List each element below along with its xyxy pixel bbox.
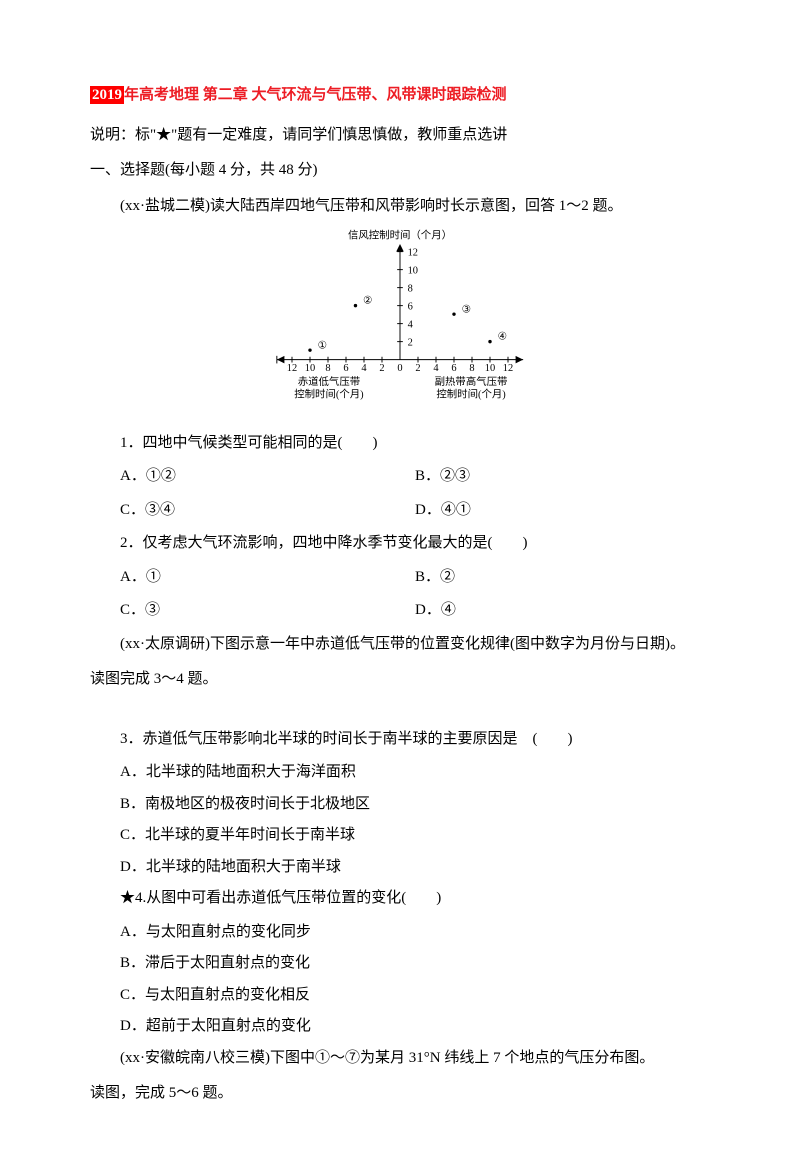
q4-opt-d: D．超前于太阳直射点的变化	[90, 1011, 710, 1043]
q1-opt-d: D．④①	[415, 495, 710, 527]
ytick-2-label: 2	[408, 337, 413, 348]
q2-options-row1: A．① B．②	[120, 562, 710, 594]
xlt-2-l: 2	[379, 363, 384, 374]
chart-figure: 信风控制时间（个月） 2 4 6 8 10 12 0 2 4 6 8 10 12…	[240, 227, 560, 420]
xrt-2-l: 2	[415, 363, 420, 374]
passage-2-line1: (xx·太原调研)下图示意一年中赤道低气压带的位置变化规律(图中数字为月份与日期…	[90, 629, 710, 661]
q3-opt-c: C．北半球的夏半年时间长于南半球	[90, 820, 710, 852]
q4-opt-a: A．与太阳直射点的变化同步	[90, 917, 710, 949]
xrt-10-l: 10	[485, 363, 495, 374]
page-title: 2019年高考地理 第二章 大气环流与气压带、风带课时跟踪检测	[90, 80, 710, 112]
xrt-4-l: 4	[433, 363, 439, 374]
ytick-8-label: 8	[408, 283, 413, 294]
q1-stem: 1．四地中气候类型可能相同的是( )	[90, 428, 710, 460]
ytick-4-label: 4	[408, 319, 414, 330]
xlt-10-l: 10	[305, 363, 315, 374]
q1-opt-c: C．③④	[120, 495, 415, 527]
arrow-right	[516, 356, 524, 364]
q1-opt-b: B．②③	[415, 461, 710, 493]
q4-opt-c: C．与太阳直射点的变化相反	[90, 980, 710, 1012]
xlt-4-l: 4	[361, 363, 367, 374]
point-4-label: ④	[498, 332, 507, 343]
xlt-6-l: 6	[343, 363, 348, 374]
passage-3-line2: 读图，完成 5～6 题。	[90, 1078, 710, 1110]
q2-opt-c: C．③	[120, 595, 415, 627]
ytick-10-label: 10	[408, 265, 418, 276]
title-year: 2019	[92, 87, 122, 103]
x-right-label2: 控制时间(个月)	[436, 388, 506, 401]
point-3	[452, 312, 455, 315]
xlt-8-l: 8	[325, 363, 330, 374]
q3-opt-b: B．南极地区的极夜时间长于北极地区	[90, 789, 710, 821]
point-1	[308, 348, 311, 351]
xrt-8-l: 8	[469, 363, 474, 374]
point-3-label: ③	[462, 304, 471, 315]
q3-stem: 3．赤道低气压带影响北半球的时间长于南半球的主要原因是 ( )	[90, 724, 710, 756]
point-1-label: ①	[318, 340, 327, 351]
xrt-6-l: 6	[451, 363, 456, 374]
q4-opt-b: B．滞后于太阳直射点的变化	[90, 948, 710, 980]
q2-options-row2: C．③ D．④	[120, 595, 710, 627]
q3-opt-a: A．北半球的陆地面积大于海洋面积	[90, 757, 710, 789]
chart-y-title: 信风控制时间（个月）	[348, 228, 452, 241]
point-2	[354, 304, 357, 307]
q2-opt-a: A．①	[120, 562, 415, 594]
instruction-text: 说明：标"★"题有一定难度，请同学们慎思慎做，教师重点选讲	[90, 120, 710, 152]
x-center: 0	[397, 363, 402, 374]
point-4	[488, 340, 491, 343]
q4-stem: ★4.从图中可看出赤道低气压带位置的变化( )	[90, 883, 710, 915]
q3-opt-d: D．北半球的陆地面积大于南半球	[90, 852, 710, 884]
q1-options-row1: A．①② B．②③	[120, 461, 710, 493]
q2-opt-d: D．④	[415, 595, 710, 627]
blank-space	[90, 696, 710, 724]
ytick-6-label: 6	[408, 301, 413, 312]
chart-svg: 信风控制时间（个月） 2 4 6 8 10 12 0 2 4 6 8 10 12…	[240, 227, 560, 407]
title-rest: 年高考地理 第二章 大气环流与气压带、风带课时跟踪检测	[124, 87, 507, 103]
q1-opt-a: A．①②	[120, 461, 415, 493]
xrt-12-l: 12	[503, 363, 513, 374]
xlt-12-l: 12	[287, 363, 297, 374]
title-year-highlight: 2019	[90, 86, 124, 104]
ytick-12-label: 12	[408, 247, 418, 258]
section-heading: 一、选择题(每小题 4 分，共 48 分)	[90, 155, 710, 187]
q1-options-row2: C．③④ D．④①	[120, 495, 710, 527]
passage-3-line1: (xx·安徽皖南八校三模)下图中①～⑦为某月 31°N 纬线上 7 个地点的气压…	[90, 1043, 710, 1075]
passage-1: (xx·盐城二模)读大陆西岸四地气压带和风带影响时长示意图，回答 1～2 题。	[90, 191, 710, 223]
arrow-up	[396, 244, 404, 252]
point-2-label: ②	[363, 296, 372, 307]
x-left-label1: 赤道低气压带	[298, 375, 360, 388]
x-left-label2: 控制时间(个月)	[294, 388, 364, 401]
passage-2-line2: 读图完成 3～4 题。	[90, 664, 710, 696]
x-right-label1: 副热带高气压带	[435, 375, 508, 388]
q2-opt-b: B．②	[415, 562, 710, 594]
q2-stem: 2．仅考虑大气环流影响，四地中降水季节变化最大的是( )	[90, 528, 710, 560]
